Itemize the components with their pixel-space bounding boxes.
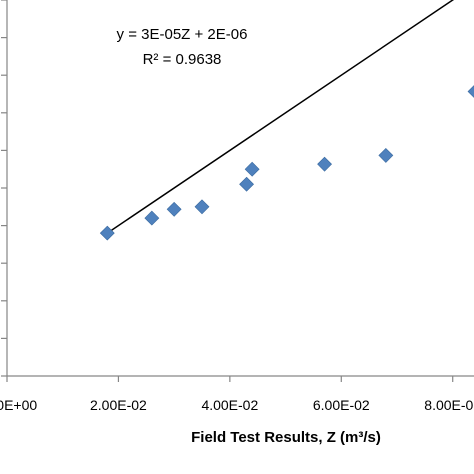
x-tick-label: 2.00E-02 xyxy=(90,397,147,413)
x-tick-label: 0.00E+00 xyxy=(0,397,37,413)
data-point xyxy=(99,225,115,241)
data-point xyxy=(239,176,254,192)
tick-labels: 0.00E+00 2.00E-02 4.00E-02 6.00E-02 8.00E-02 xyxy=(0,397,474,413)
data-point xyxy=(317,156,332,172)
y-axis xyxy=(1,0,8,377)
data-points xyxy=(99,85,474,241)
x-tick-label: 6.00E-02 xyxy=(313,397,370,413)
data-point xyxy=(144,210,160,226)
x-tick-label: 4.00E-02 xyxy=(201,397,258,413)
trendline xyxy=(106,0,455,234)
trendline-line xyxy=(106,0,455,234)
trendline-equation: y = 3E-05Z + 2E-06 xyxy=(117,26,248,43)
x-axis-title: Field Test Results, Z (m³/s) xyxy=(191,429,381,446)
data-point xyxy=(194,199,210,215)
data-point xyxy=(244,161,260,177)
r-squared-label: R² = 0.9638 xyxy=(143,51,222,68)
data-point xyxy=(378,147,394,163)
data-point xyxy=(166,201,182,217)
data-point xyxy=(467,85,474,98)
x-tick-label: 8.00E-02 xyxy=(424,397,474,413)
x-axis xyxy=(6,375,474,382)
